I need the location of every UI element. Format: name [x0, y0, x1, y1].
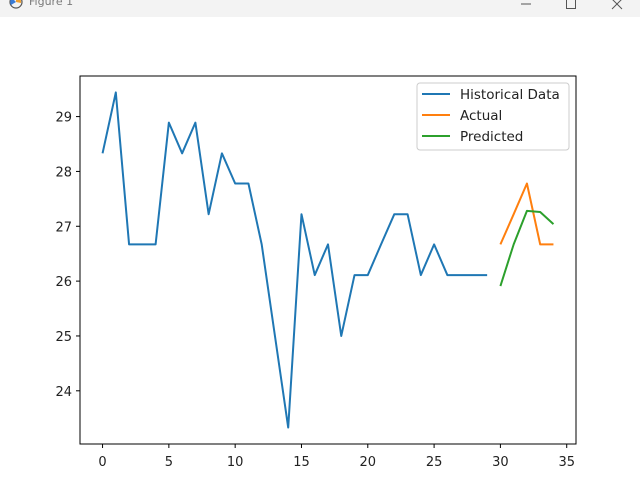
x-tick-label: 5 [165, 455, 173, 470]
x-tick-label: 30 [492, 455, 509, 470]
window-titlebar: Figure 1 [0, 0, 640, 17]
close-icon [611, 0, 623, 10]
y-tick-label: 26 [55, 275, 72, 290]
window-title: Figure 1 [29, 0, 74, 8]
x-tick-label: 15 [293, 455, 310, 470]
x-tick-label: 0 [98, 455, 106, 470]
series-line-actual [499, 182, 554, 246]
series-line-historical-data [101, 91, 488, 429]
series-lines [101, 91, 555, 429]
x-axis: 0 5 10 15 20 25 30 35 [98, 444, 575, 470]
series-line-predicted [499, 209, 555, 287]
legend: Historical Data Actual Predicted [416, 82, 570, 151]
plot-frame [79, 75, 577, 445]
x-tick-label: 35 [558, 455, 575, 470]
x-tick-label: 10 [227, 455, 244, 470]
minimize-icon [521, 3, 531, 5]
x-tick-label: 20 [360, 455, 377, 470]
y-tick-label: 24 [55, 385, 72, 400]
legend-label-actual: Actual [460, 108, 502, 124]
y-tick-label: 25 [55, 330, 72, 345]
y-tick-label: 28 [55, 165, 72, 180]
legend-label-historical-data: Historical Data [460, 87, 560, 103]
matplotlib-figure-icon [9, 0, 23, 9]
minimize-button[interactable] [503, 0, 549, 14]
close-button[interactable] [594, 0, 640, 14]
legend-label-predicted: Predicted [460, 129, 523, 145]
y-axis: 24 25 26 27 28 29 [55, 111, 80, 400]
maximize-icon [566, 0, 576, 9]
y-tick-label: 29 [55, 111, 72, 126]
x-tick-label: 25 [426, 455, 443, 470]
legend-box [416, 82, 570, 151]
y-tick-label: 27 [55, 220, 72, 235]
maximize-button[interactable] [548, 0, 594, 14]
